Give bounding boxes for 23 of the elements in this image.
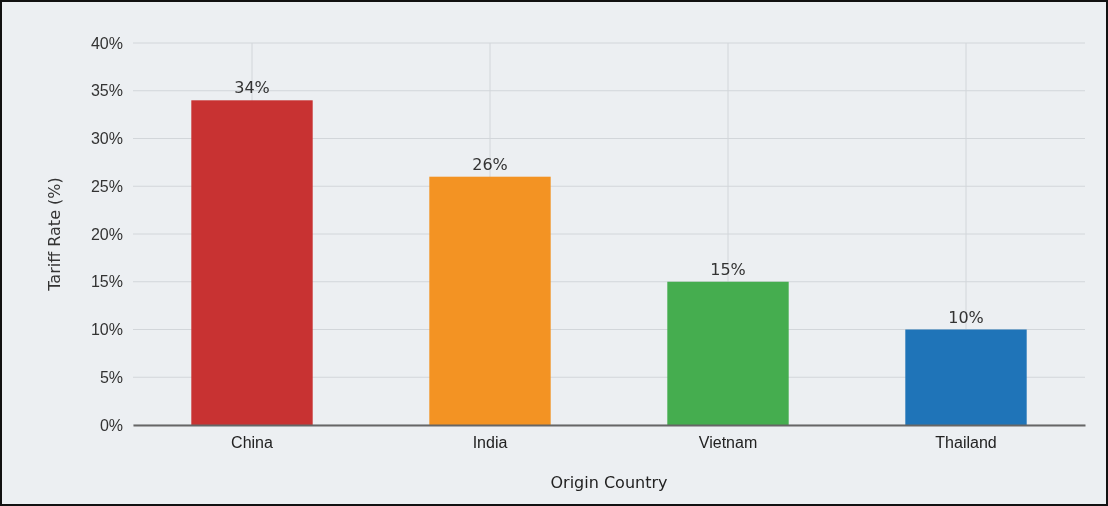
data-label: 34% — [234, 78, 270, 98]
x-tick-label: Vietnam — [698, 434, 758, 452]
y-tick-label: 30% — [90, 130, 123, 148]
y-tick-label: 10% — [90, 321, 123, 339]
x-axis-title: Origin Country — [550, 473, 668, 492]
x-tick-label: China — [231, 434, 273, 452]
y-tick-label: 40% — [90, 34, 123, 52]
y-tick-label: 15% — [90, 273, 123, 291]
bar — [905, 329, 1027, 425]
x-tick-label: Thailand — [935, 434, 997, 452]
y-axis-title: Tariff Rate (%) — [45, 177, 64, 292]
bar — [191, 100, 313, 425]
x-tick-label: India — [472, 434, 508, 452]
data-label: 26% — [472, 154, 508, 174]
y-tick-label: 25% — [90, 177, 123, 195]
bar — [667, 281, 789, 425]
data-label: 15% — [710, 259, 746, 279]
data-label: 10% — [948, 307, 984, 327]
y-tick-label: 35% — [90, 82, 123, 100]
y-tick-label: 0% — [99, 416, 123, 434]
bar — [429, 176, 551, 425]
y-tick-label: 20% — [90, 225, 123, 243]
y-tick-label: 5% — [99, 368, 123, 386]
